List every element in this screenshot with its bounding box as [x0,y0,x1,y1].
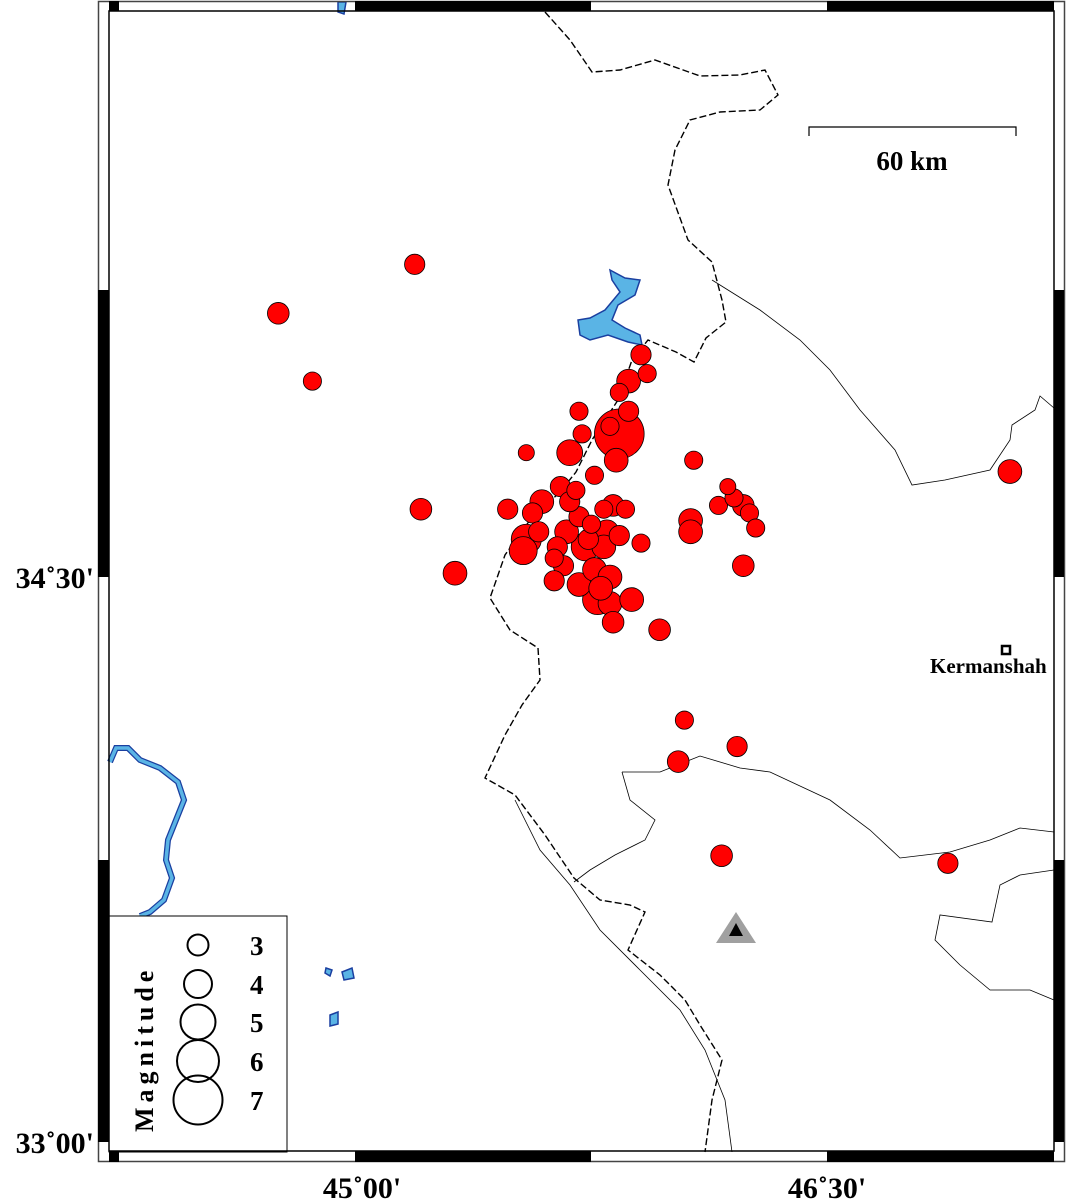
square-marker-icon [1000,644,1012,656]
earthquake-event [556,439,584,467]
earthquake-event [631,533,651,553]
earthquake-event [630,344,652,366]
earthquake-event [648,618,671,641]
earthquake-event [637,364,657,384]
pond [329,1010,339,1027]
legend-label: 5 [250,1008,264,1038]
legend-label: 3 [250,931,264,961]
earthquake-event [267,302,290,325]
legend-circle [183,969,213,999]
map-frame [97,0,1066,1163]
earthquake-event [594,499,614,519]
scale-bar-label: 60 km [876,146,948,176]
y-tick-label: 33˚00' [16,1127,94,1160]
earthquake-event [497,498,519,520]
pond [324,967,333,978]
earthquake-event [746,518,766,538]
earthquake-event [710,844,733,868]
river-west-fill [108,746,186,918]
legend-circle [172,1074,224,1126]
earthquake-event [609,382,629,402]
earthquake-event [619,587,644,612]
earthquake-event [608,525,630,547]
earthquake-event [508,536,538,566]
legend-label: 6 [250,1047,264,1077]
pond [341,966,355,981]
earthquake-event [678,519,703,545]
earthquake-event [603,447,629,473]
earthquake-event [601,610,625,634]
triangle-station-icon [716,912,756,943]
legend-title: Magnitude [130,966,159,1132]
earthquake-event [572,424,592,444]
earthquake-event [997,459,1023,484]
city-kermanshah: Kermanshah [930,644,1047,678]
earthquake-event [543,570,565,592]
earthquake-event [666,750,690,773]
legend-circle [176,1039,220,1083]
x-tick-label: 46˚30' [788,1172,866,1201]
y-tick-label: 34˚30' [16,562,94,595]
earthquake-event [521,502,544,524]
earthquake-event [616,499,636,519]
earthquake-event [544,548,564,568]
legend-label: 4 [250,970,264,1000]
earthquake-event [585,465,605,485]
city-label: Kermanshah [930,654,1047,678]
earthquake-event [588,576,613,601]
legend-label: 7 [250,1086,264,1116]
earthquake-event [566,480,586,500]
earthquake-event [937,852,959,874]
earthquake-event [732,554,755,577]
earthquake-event [618,400,640,422]
earthquake-event [600,416,620,436]
earthquake-event [709,495,729,515]
earthquake-event [569,401,589,421]
earthquake-event [581,514,601,534]
water-features [107,1,643,1027]
earthquake-event [404,253,426,275]
earthquake-event [719,478,737,496]
lake [577,268,643,346]
earthquake-events [267,253,1023,874]
scale-bar: 60 km [808,126,1017,176]
earthquake-event [726,735,748,758]
earthquake-event [517,444,535,462]
earthquake-event [684,450,704,470]
earthquake-event [442,560,468,586]
earthquake-event [674,710,694,730]
provincial-borders [514,279,1055,1153]
earthquake-event [528,521,550,543]
earthquake-event [302,371,322,391]
pond [337,1,347,15]
magnitude-legend: Magnitude 3 4 5 6 7 [108,915,288,1153]
earthquake-event [409,497,433,521]
legend-circle [186,933,210,957]
x-tick-label: 45˚00' [323,1172,401,1201]
international-border [484,11,779,1153]
